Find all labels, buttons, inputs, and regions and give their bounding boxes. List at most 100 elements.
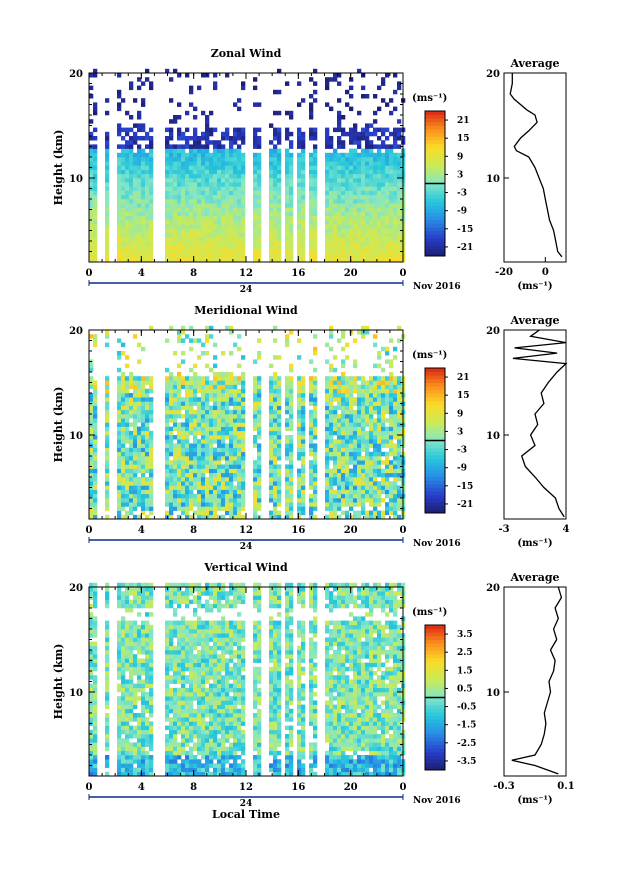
- heatmap-cell: [345, 131, 350, 137]
- heatmap-cell: [205, 236, 210, 242]
- colorbar-step: [425, 118, 445, 123]
- heatmap-cell: [257, 502, 262, 507]
- heatmap-cell: [313, 506, 318, 511]
- heatmap-cell: [225, 426, 230, 432]
- heatmap-cell: [117, 355, 122, 360]
- heatmap-cell: [105, 447, 110, 453]
- heatmap-cell: [269, 207, 274, 212]
- heatmap-cell: [381, 173, 386, 179]
- heatmap-cell: [125, 207, 130, 212]
- heatmap-cell: [189, 136, 194, 141]
- heatmap-cell: [289, 460, 294, 465]
- heatmap-cell: [285, 186, 290, 191]
- heatmap-cell: [325, 85, 330, 91]
- heatmap-cell: [333, 422, 338, 427]
- heatmap-cell: [369, 439, 374, 444]
- heatmap-cell: [377, 409, 382, 415]
- heatmap-cell: [141, 228, 146, 233]
- heatmap-cell: [93, 620, 98, 626]
- heatmap-cell: [229, 173, 234, 179]
- heatmap-cell: [329, 443, 334, 448]
- heatmap-cell: [117, 599, 122, 605]
- heatmap-cell: [253, 140, 258, 145]
- heatmap-cell: [333, 393, 338, 398]
- heatmap-cell: [277, 157, 282, 162]
- heatmap-cell: [337, 123, 342, 128]
- heatmap-cell: [329, 435, 334, 440]
- heatmap-cell: [93, 199, 98, 204]
- heatmap-cell: [349, 161, 354, 166]
- heatmap-cell: [349, 397, 354, 402]
- heatmap-cell: [309, 241, 314, 246]
- heatmap-cell: [137, 169, 142, 175]
- heatmap-cell: [277, 165, 282, 170]
- heatmap-cell: [297, 178, 302, 183]
- heatmap-cell: [253, 418, 258, 423]
- heatmap-cell: [145, 245, 150, 250]
- heatmap-cell: [177, 481, 182, 486]
- heatmap-cell: [237, 253, 242, 259]
- heatmap-cell: [197, 338, 202, 343]
- heatmap-cell: [329, 502, 334, 507]
- heatmap-cell: [301, 178, 306, 183]
- heatmap-cell: [369, 384, 374, 390]
- heatmap-cell: [89, 713, 94, 718]
- heatmap-cell: [105, 342, 110, 348]
- colorbar-step: [425, 150, 445, 155]
- heatmap-cell: [313, 376, 318, 381]
- heatmap-cell: [217, 178, 222, 183]
- heatmap-cell: [133, 489, 138, 495]
- heatmap-cell: [269, 456, 274, 461]
- heatmap-cell: [241, 464, 246, 469]
- heatmap-cell: [333, 414, 338, 419]
- heatmap-cell: [369, 418, 374, 423]
- heatmap-cell: [369, 236, 374, 242]
- heatmap-cell: [189, 397, 194, 402]
- heatmap-cell: [385, 165, 390, 170]
- heatmap-cell: [349, 409, 354, 415]
- heatmap-cell: [381, 207, 386, 212]
- heatmap-cell: [285, 173, 290, 179]
- heatmap-cell: [341, 472, 346, 478]
- heatmap-cell: [181, 430, 186, 436]
- heatmap-cell: [329, 182, 334, 187]
- heatmap-cell: [129, 502, 134, 507]
- heatmap-cell: [165, 224, 170, 229]
- heatmap-cell: [325, 224, 330, 229]
- heatmap-cell: [289, 451, 294, 457]
- heatmap-cell: [229, 236, 234, 242]
- heatmap-cell: [133, 186, 138, 191]
- heatmap-cell: [389, 443, 394, 448]
- heatmap-cell: [393, 456, 398, 461]
- heatmap-cell: [89, 510, 94, 516]
- heatmap-cell: [397, 241, 402, 246]
- heatmap-cell: [309, 426, 314, 432]
- heatmap-cell: [105, 675, 110, 680]
- heatmap-cell: [141, 397, 146, 402]
- heatmap-cell: [237, 148, 242, 154]
- heatmap-cell: [93, 742, 98, 747]
- heatmap-cell: [333, 481, 338, 486]
- heatmap-cell: [233, 430, 238, 436]
- heatmap-cell: [137, 173, 142, 179]
- heatmap-cell: [385, 388, 390, 394]
- colorbar-step: [425, 480, 445, 485]
- heatmap-cell: [301, 422, 306, 427]
- colorbar-tick-label: -9: [457, 464, 467, 474]
- heatmap-cell: [397, 169, 402, 175]
- heatmap-cell: [237, 211, 242, 217]
- heatmap-cell: [121, 641, 126, 647]
- heatmap-cell: [185, 388, 190, 394]
- heatmap-cell: [389, 460, 394, 465]
- colorbar-step: [425, 440, 445, 445]
- colorbar-step: [425, 368, 445, 373]
- heatmap-cell: [325, 451, 330, 457]
- heatmap-cell: [105, 742, 110, 747]
- heatmap-cell: [149, 401, 154, 406]
- heatmap-cell: [169, 376, 174, 381]
- heatmap-cell: [369, 232, 374, 238]
- heatmap-cell: [225, 232, 230, 238]
- heatmap-cell: [357, 451, 362, 457]
- heatmap-cell: [313, 203, 318, 208]
- heatmap-cell: [125, 666, 130, 672]
